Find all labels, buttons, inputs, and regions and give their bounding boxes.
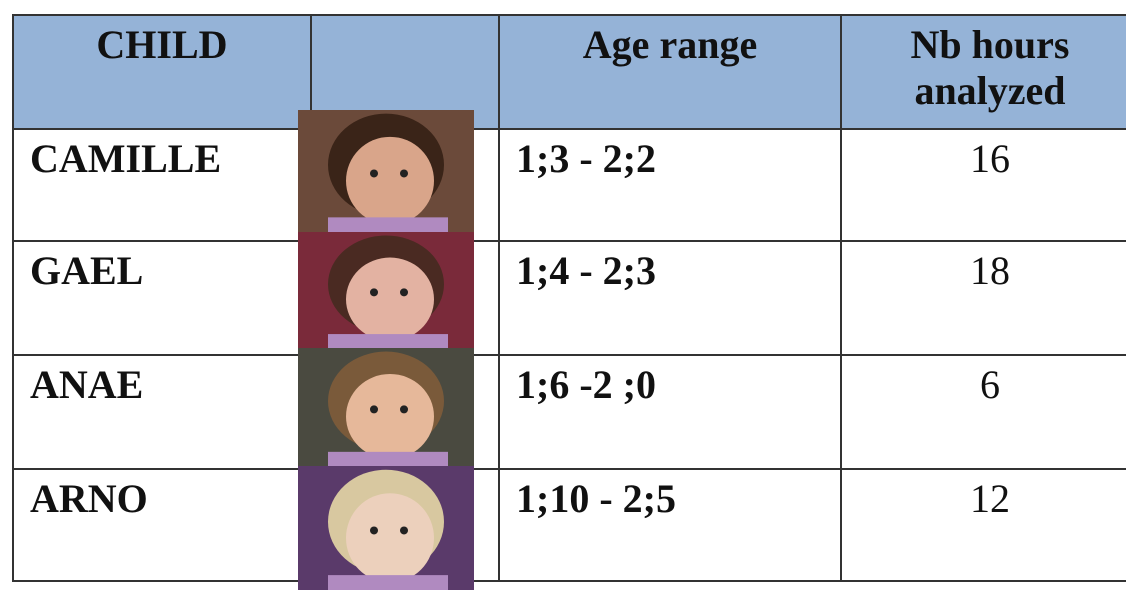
hours-cell: 6 <box>840 354 1126 470</box>
name-cell: GAEL <box>12 240 312 356</box>
age-cell: 1;6 -2 ;0 <box>498 354 842 470</box>
hours-cell: 12 <box>840 468 1126 582</box>
child-photo <box>298 232 474 348</box>
age-cell: 1;4 - 2;3 <box>498 240 842 356</box>
child-photo <box>298 110 474 232</box>
age-cell: 1;3 - 2;2 <box>498 128 842 242</box>
photo-art <box>328 469 448 590</box>
header-cell: Age range <box>498 14 842 130</box>
photo-art <box>328 351 448 466</box>
photo-art <box>328 235 448 348</box>
header-cell: CHILD <box>12 14 312 130</box>
header-cell: Nb hours analyzed <box>840 14 1126 130</box>
name-cell: ARNO <box>12 468 312 582</box>
child-photo <box>298 348 474 466</box>
child-photo <box>298 466 474 590</box>
hours-cell: 18 <box>840 240 1126 356</box>
photo-art <box>328 113 448 232</box>
name-cell: CAMILLE <box>12 128 312 242</box>
hours-cell: 16 <box>840 128 1126 242</box>
age-cell: 1;10 - 2;5 <box>498 468 842 582</box>
name-cell: ANAE <box>12 354 312 470</box>
